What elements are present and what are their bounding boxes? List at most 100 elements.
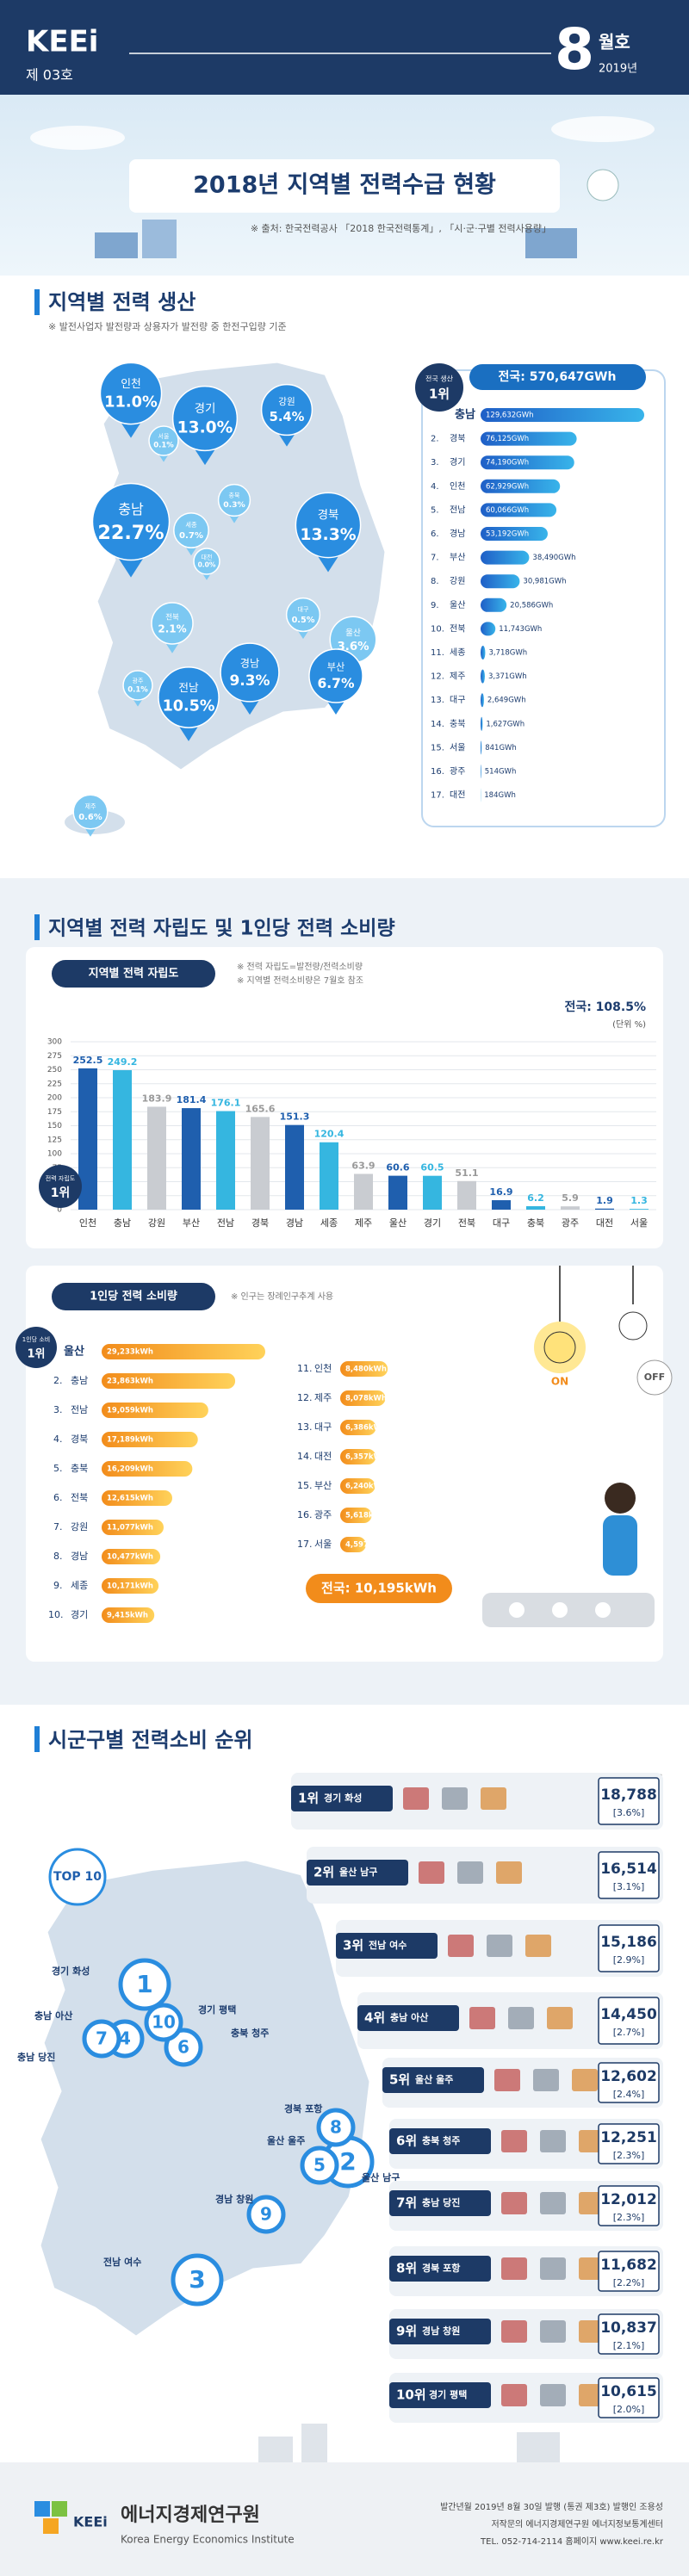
bar	[492, 1200, 511, 1210]
y-tick-label: 250	[47, 1066, 62, 1074]
pin	[260, 383, 313, 437]
socket	[595, 1602, 611, 1618]
region: 광주	[314, 1509, 332, 1520]
note: ※ 발전사업자 발전량과 상용자가 발전량 중 한전구입량 기준	[48, 321, 287, 332]
value-label: 165.6	[245, 1103, 276, 1114]
rank: 1위	[298, 1791, 319, 1806]
bar	[481, 527, 548, 541]
total: 전국: 10,195kWh	[321, 1581, 437, 1596]
share: [2.4%]	[613, 2089, 645, 2100]
rank: 12.	[431, 672, 444, 682]
rank: 11.	[431, 648, 444, 658]
pin-region: 세종	[185, 521, 197, 529]
bar-label: 17,189kWh	[107, 1436, 153, 1445]
sector-icon	[501, 2130, 527, 2152]
issue: 제 03호	[26, 67, 73, 84]
bar-label: 3,718GWh	[488, 649, 527, 658]
x-tick-label: 경북	[251, 1217, 269, 1229]
share: [2.3%]	[613, 2212, 645, 2223]
bar-label: 6,240kWh	[345, 1483, 387, 1491]
rank-badge	[39, 1165, 82, 1208]
bar	[630, 1209, 649, 1210]
pin	[173, 512, 209, 548]
bar-label: 8,480kWh	[345, 1365, 387, 1374]
pin-number: 3	[189, 2265, 205, 2294]
pin-value: 22.7%	[97, 522, 164, 544]
bar-label: 129,632GWh	[486, 412, 534, 420]
sector-icon	[501, 2320, 527, 2343]
share: [2.3%]	[613, 2150, 645, 2161]
region: 충북	[71, 1463, 88, 1474]
x-tick-label: 전북	[458, 1217, 475, 1229]
region: 인천	[314, 1362, 332, 1374]
pin-value: 0.3%	[223, 500, 245, 510]
rank: 6.	[431, 529, 439, 539]
y-tick-label: 300	[47, 1038, 62, 1047]
sector-icon	[540, 2384, 566, 2406]
pin	[151, 602, 194, 645]
bar	[388, 1175, 407, 1210]
value: 10,615	[600, 2383, 657, 2400]
value-label: 252.5	[73, 1055, 103, 1066]
bar	[354, 1173, 373, 1210]
region: 전남 여수	[369, 1939, 407, 1951]
value-label: 249.2	[108, 1056, 138, 1068]
cloud	[30, 126, 125, 150]
rank: 9위	[396, 2324, 417, 2339]
sector-icon	[481, 1787, 506, 1810]
bar	[481, 622, 496, 636]
x-tick-label: 제주	[355, 1217, 372, 1229]
value-label: 181.4	[177, 1094, 207, 1105]
rank: 17.	[431, 791, 444, 801]
sector-icon	[448, 1935, 474, 1957]
pin-value: 13.3%	[300, 526, 356, 544]
bar	[561, 1206, 580, 1210]
badge-rank: 1위	[51, 1186, 71, 1200]
sector-icon	[501, 2257, 527, 2280]
bar	[340, 1420, 376, 1435]
region: 충남	[455, 408, 475, 422]
pin	[158, 666, 220, 728]
pin-value: 0.5%	[292, 616, 315, 625]
sector-icon	[442, 1787, 468, 1810]
region: 경기	[71, 1609, 88, 1620]
rank-tag	[389, 2128, 491, 2154]
off-tag	[636, 1359, 673, 1396]
rank: 8.	[431, 577, 439, 586]
pin-number: 4	[119, 2028, 131, 2049]
footer-logo: KEEi	[73, 2514, 108, 2530]
value-label: 5.9	[562, 1192, 579, 1204]
rank: 14.	[297, 1451, 313, 1462]
bar-label: 53,192GWh	[486, 530, 529, 539]
region: 경기 화성	[324, 1792, 362, 1804]
value-box	[598, 1777, 660, 1825]
value: 15,186	[600, 1934, 657, 1951]
bar	[340, 1508, 372, 1523]
sector-icon	[540, 2257, 566, 2280]
tab-label: 1인당 전력 소비량	[90, 1290, 177, 1303]
y-tick-label: 275	[47, 1052, 62, 1061]
header-bg	[0, 0, 689, 95]
value: 12,012	[600, 2191, 657, 2208]
bulb-icon	[587, 169, 619, 201]
rank: 13.	[431, 696, 444, 705]
bar	[102, 1607, 155, 1623]
pin	[193, 548, 220, 575]
region: 강원	[71, 1521, 88, 1533]
y-tick-label: 125	[47, 1136, 62, 1144]
bar-label: 29,233kWh	[107, 1348, 153, 1357]
bar-label: 6,357kWh	[345, 1453, 387, 1462]
bar-label: 10,477kWh	[107, 1553, 153, 1562]
pin-number: 10	[152, 2012, 176, 2033]
rank: 10위	[396, 2387, 426, 2403]
pin	[99, 362, 163, 425]
building	[517, 2432, 560, 2462]
pin-region: 경남	[240, 657, 259, 669]
bar	[147, 1106, 166, 1210]
value-label: 16.9	[489, 1186, 512, 1198]
bar	[102, 1403, 208, 1418]
badge-label: 전력 자립도	[46, 1174, 76, 1182]
title-box	[129, 159, 560, 213]
rank: 7위	[396, 2195, 417, 2211]
